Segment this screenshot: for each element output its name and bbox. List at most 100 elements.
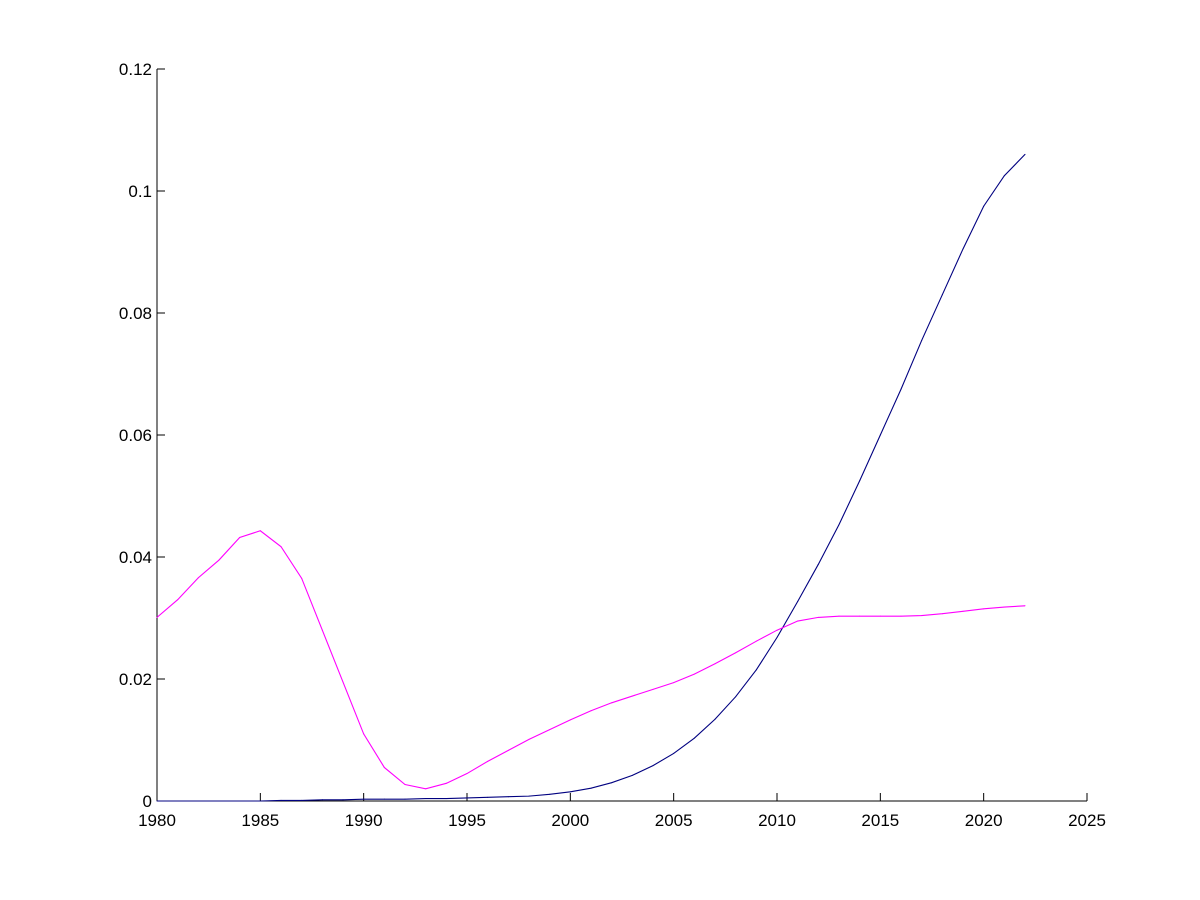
series-2-point: [900, 615, 902, 617]
series-2-point: [466, 773, 468, 775]
x-tick-label: 2010: [758, 811, 796, 830]
series-1-point: [218, 800, 220, 802]
series-1-point: [673, 752, 675, 754]
series-1-point: [528, 795, 530, 797]
x-tick-label: 2025: [1068, 811, 1106, 830]
series-1-point: [383, 798, 385, 800]
series-line-1: [157, 154, 1026, 802]
series-2-point: [838, 615, 840, 617]
y-tick-label: 0.1: [128, 182, 152, 201]
y-tick-label: 0.02: [119, 670, 152, 689]
series-1-point: [611, 782, 613, 784]
series-1-point: [838, 524, 840, 526]
series-2-point: [611, 702, 613, 704]
series-1-point: [321, 799, 323, 801]
y-axis-ticks: 0 0.02 0.04 0.06 0.08 0.1 0.12: [119, 60, 165, 811]
series-line-2: [156, 530, 1026, 790]
series-1-point: [900, 388, 902, 390]
series-2-point: [549, 729, 551, 731]
y-tick-label: 0.08: [119, 304, 152, 323]
series-1-point: [177, 800, 179, 802]
x-tick-label: 1985: [241, 811, 279, 830]
series-2-point: [425, 788, 427, 790]
series-2-point: [941, 613, 943, 615]
x-tick-label: 2015: [861, 811, 899, 830]
series-lines: [156, 153, 1026, 802]
series-1-point: [1024, 153, 1026, 155]
series-2-point: [921, 615, 923, 617]
series-2-point: [817, 616, 819, 618]
series-2-point: [962, 610, 964, 612]
series-1-point: [590, 787, 592, 789]
x-tick-label: 1980: [138, 811, 176, 830]
series-2-point: [301, 577, 303, 579]
series-1-point: [425, 798, 427, 800]
series-1-point: [755, 669, 757, 671]
series-1-point: [280, 799, 282, 801]
series-2-point: [797, 620, 799, 622]
series-1-point: [859, 480, 861, 482]
series-2-point: [590, 710, 592, 712]
series-2-point: [1003, 606, 1005, 608]
series-1-point: [466, 797, 468, 799]
series-2-point: [693, 673, 695, 675]
series-1-point: [404, 798, 406, 800]
y-tick-label: 0.04: [119, 548, 152, 567]
series-2-point: [755, 640, 757, 642]
series-1-point: [569, 791, 571, 793]
series-2-point: [197, 577, 199, 579]
series-1-point: [197, 800, 199, 802]
series-1-point: [817, 563, 819, 565]
series-2-point: [569, 719, 571, 721]
series-2-point: [280, 546, 282, 548]
y-tick-label: 0.12: [119, 60, 152, 79]
series-2-point: [363, 733, 365, 735]
series-2-point: [631, 695, 633, 697]
series-1-point: [962, 248, 964, 250]
series-1-point: [1003, 175, 1005, 177]
series-2-point: [735, 652, 737, 654]
y-tick-label: 0: [143, 792, 152, 811]
series-1-point: [507, 796, 509, 798]
series-2-point: [1024, 605, 1026, 607]
x-tick-label: 2005: [655, 811, 693, 830]
series-2-point: [218, 559, 220, 561]
series-2-point: [239, 536, 241, 538]
series-1-point: [714, 718, 716, 720]
x-tick-label: 2000: [551, 811, 589, 830]
series-1-point: [921, 339, 923, 341]
series-2-point: [487, 760, 489, 762]
series-1-point: [735, 696, 737, 698]
series-1-point: [652, 765, 654, 767]
axes: [156, 69, 1087, 802]
x-tick-label: 2020: [965, 811, 1003, 830]
series-2-point: [507, 749, 509, 751]
series-2-point: [879, 615, 881, 617]
series-2-point: [383, 766, 385, 768]
series-2-point: [776, 629, 778, 631]
series-1-point: [445, 798, 447, 800]
series-1-point: [693, 737, 695, 739]
series-2-point: [177, 599, 179, 601]
series-1-point: [631, 774, 633, 776]
series-2-point: [321, 629, 323, 631]
series-1-point: [239, 800, 241, 802]
series-1-point: [259, 800, 261, 802]
series-2-point: [445, 782, 447, 784]
x-tick-label: 1995: [448, 811, 486, 830]
series-1-point: [342, 799, 344, 801]
series-2-point: [528, 738, 530, 740]
series-2-point: [673, 682, 675, 684]
x-tick-label: 1990: [345, 811, 383, 830]
series-2-point: [156, 616, 158, 618]
series-2-point: [652, 688, 654, 690]
series-2-point: [404, 784, 406, 786]
y-tick-label: 0.06: [119, 426, 152, 445]
series-2-point: [983, 608, 985, 610]
series-1-point: [549, 793, 551, 795]
series-2-point: [859, 615, 861, 617]
series-1-point: [301, 799, 303, 801]
series-1-point: [487, 796, 489, 798]
